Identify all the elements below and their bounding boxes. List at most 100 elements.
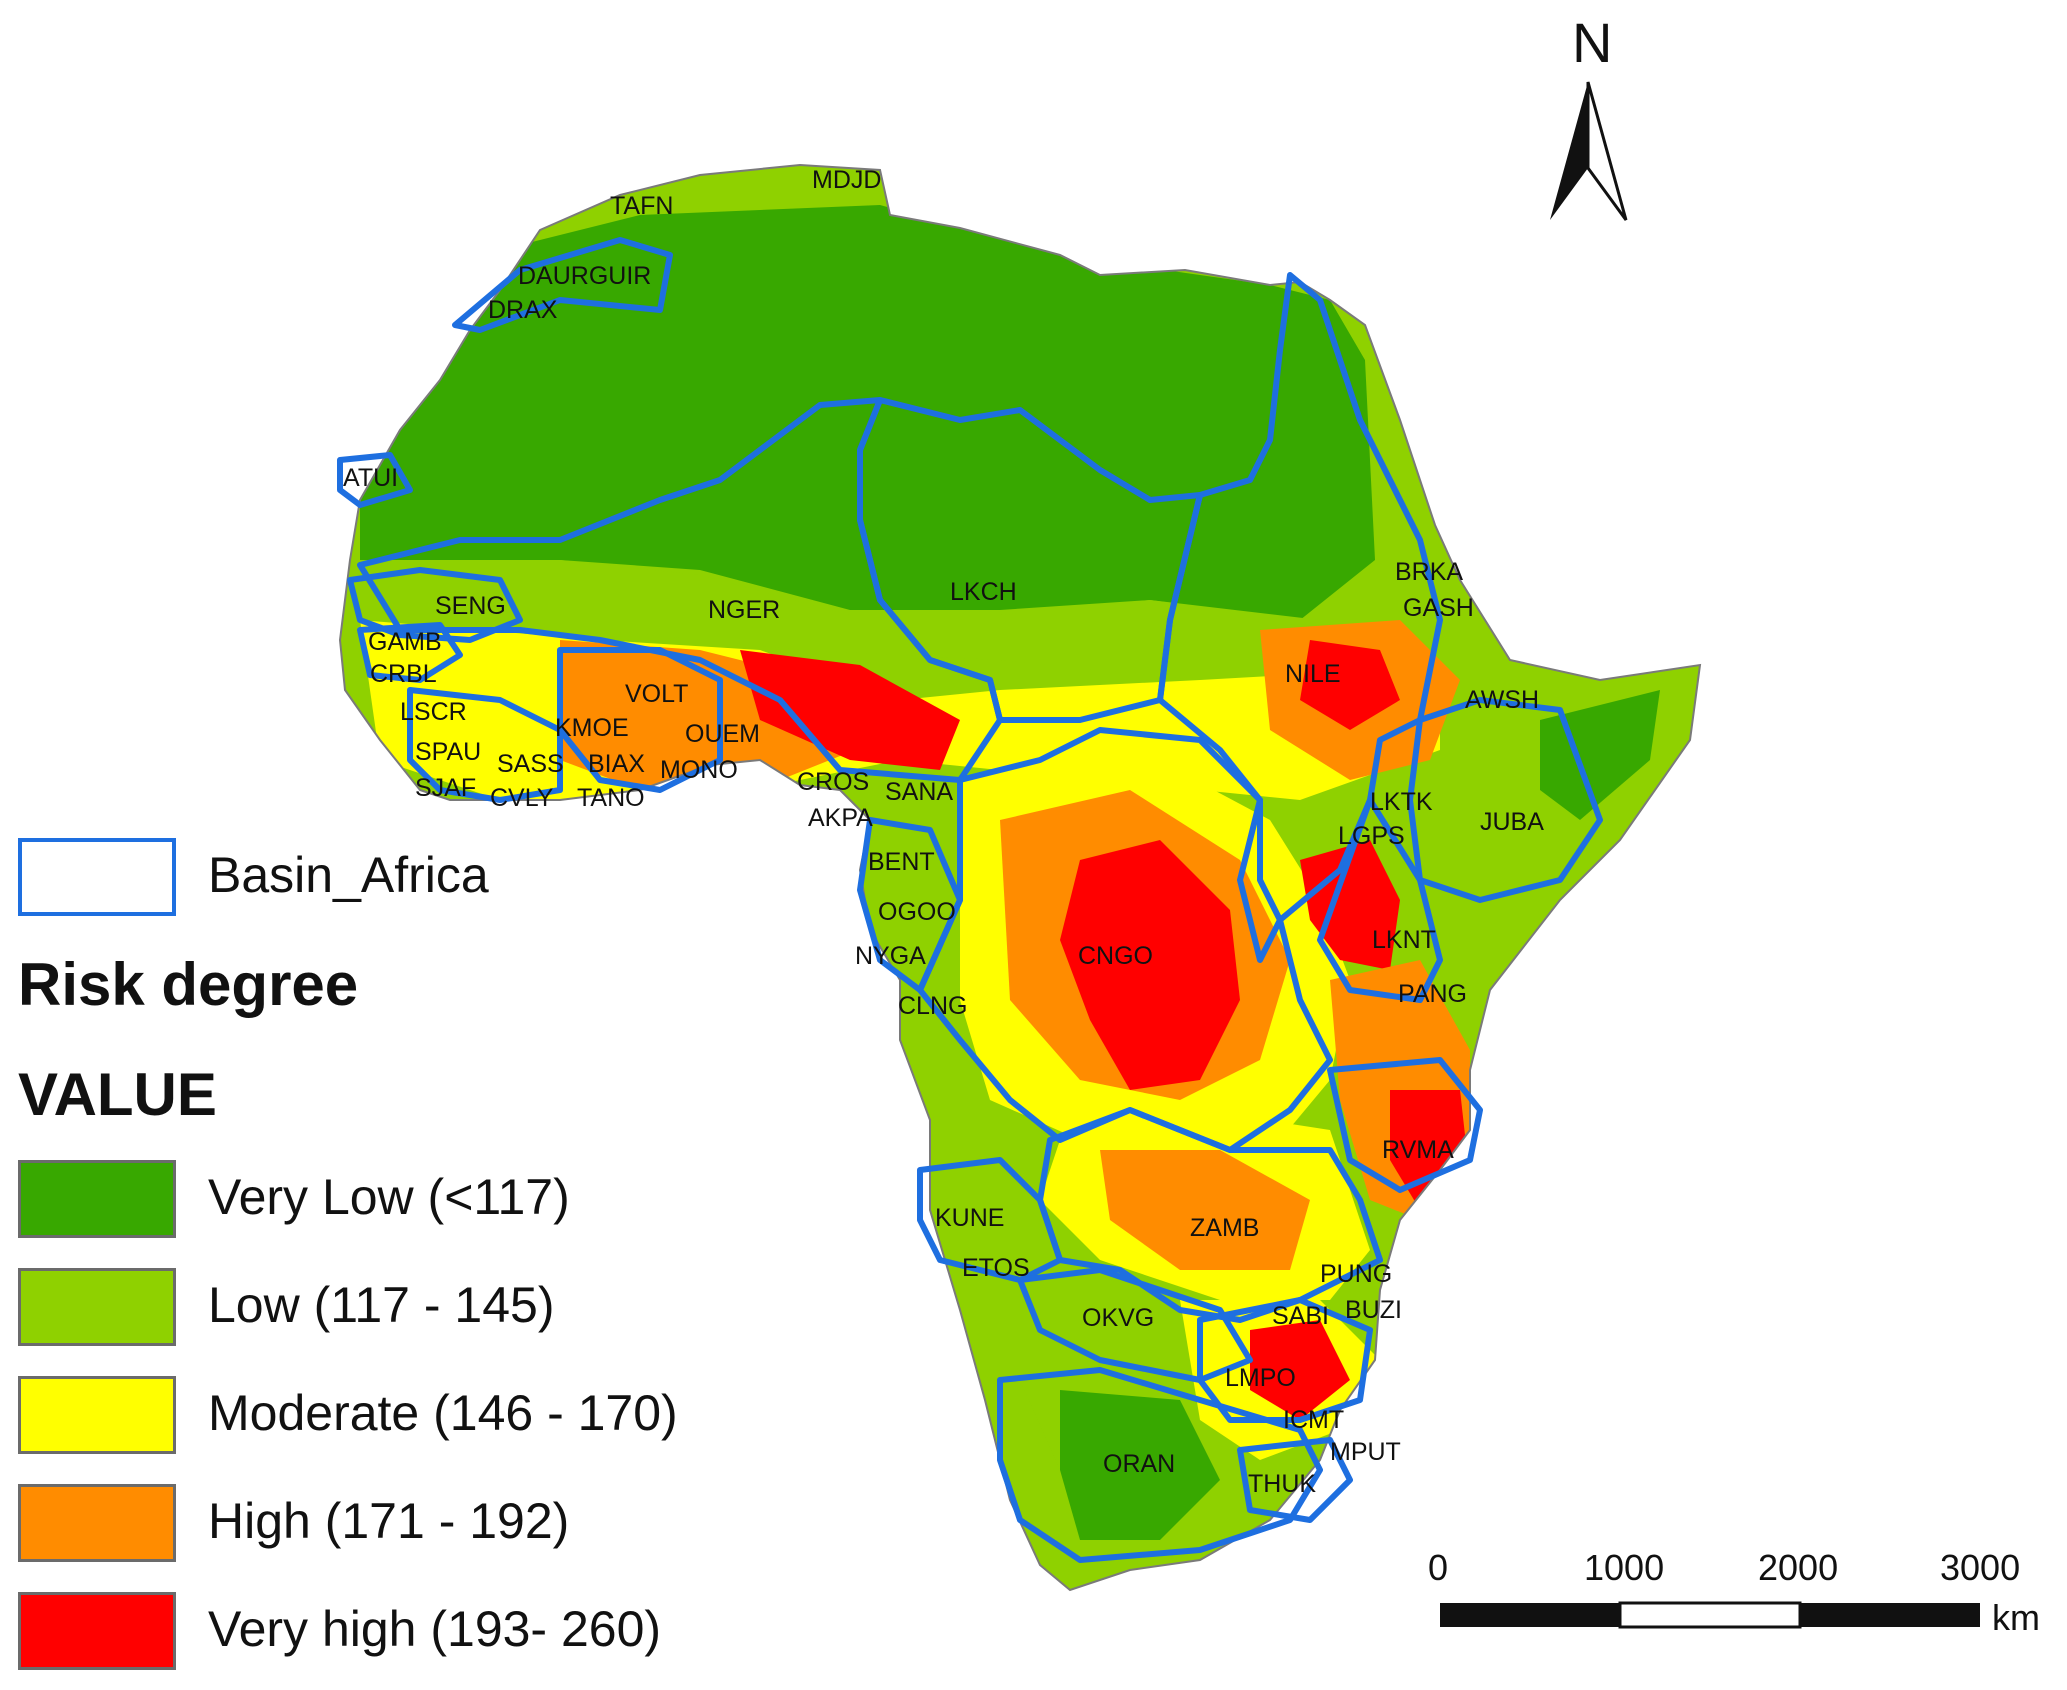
basin-label-nile: NILE [1285,660,1341,688]
basin-label-thuk: THUK [1248,1470,1316,1498]
legend-label-moderate: Moderate (146 - 170) [208,1385,678,1441]
basin-label-lktk: LKTK [1370,788,1433,816]
legend-row-very-high: Very high (193- 260) [18,1592,778,1674]
basin-outline-oran [997,1367,1323,1563]
very-low-swatch [18,1160,176,1238]
very-high-zone-nigeria [740,650,960,770]
basin-label-oran: ORAN [1103,1450,1175,1478]
basin-outline-nile [1157,272,1443,963]
legend-label-very-high: Very high (193- 260) [208,1601,662,1657]
legend-basin-label: Basin_Africa [208,847,489,903]
basin-label-mono: MONO [660,756,738,784]
basin-label-okvg: OKVG [1082,1304,1154,1332]
north-label: N [1572,11,1612,74]
basin-label-mdjd: MDJD [812,166,881,194]
basin-label-ouem: OUEM [685,720,760,748]
basin-label-nyga: NYGA [855,942,926,970]
basin-label-seng: SENG [435,592,506,620]
basin-label-lkch: LKCH [950,578,1017,606]
basin-outline-gamb [357,622,463,683]
basin-label-akpa: AKPA [808,804,873,832]
basin-outline-lkch [857,397,1203,723]
legend-row-very-low: Very Low (<117) [18,1160,778,1242]
basin-outline-cngo [917,727,1333,1153]
scale-seg-2 [1800,1603,1980,1627]
north-arrow: N [1550,11,1628,221]
basin-label-etos: ETOS [962,1254,1030,1282]
legend-row-moderate: Moderate (146 - 170) [18,1376,778,1458]
very-low-zone-horn [1540,690,1660,820]
north-arrow-left-half [1550,82,1588,220]
legend-row-high: High (171 - 192) [18,1484,778,1566]
basin-label-buzi: BUZI [1345,1296,1402,1324]
basin-label-sana: SANA [885,778,953,806]
basin-label-spau: SPAU [415,738,481,766]
basin-outline-atui [337,452,413,508]
basin-outline-drax [452,237,673,333]
basin-label-bent: BENT [868,848,935,876]
scale-seg-1 [1618,1601,1802,1629]
basin-outline-okvg [1017,1267,1253,1383]
basin-labels: MDJD TAFN DAURGUIR DRAX ATUI LKCH BRKA G… [343,166,1544,1498]
basin-label-lknt: LKNT [1372,926,1436,954]
moderate-swatch [18,1376,176,1454]
legend-row-low: Low (117 - 145) [18,1268,778,1350]
legend-label-high: High (171 - 192) [208,1493,570,1549]
basin-outline-lmpo [1197,1297,1373,1423]
basin-label-cngo: CNGO [1078,942,1153,970]
map-legend: Basin_Africa Risk degree VALUE Very Low … [18,838,778,1688]
basin-outline-rvma [1327,1057,1483,1193]
basin-label-gash: GASH [1403,594,1474,622]
very-low-zone-south [1060,1390,1220,1540]
basin-outline-thuk [1237,1437,1353,1523]
basin-label-cros: CROS [797,768,869,796]
basin-label-sass: SASS [497,750,564,778]
legend-title: Risk degree [18,951,359,1018]
high-swatch [18,1484,176,1562]
scale-tick-0: 0 [1428,1547,1448,1588]
basin-label-sabi: SABI [1272,1302,1329,1330]
basin-label-sjaf: SJAF [415,774,476,802]
low-swatch [18,1268,176,1346]
basin-outline-westcoast [407,687,563,803]
basin-label-awsh: AWSH [1465,686,1539,714]
basin-label-rvma: RVMA [1382,1136,1454,1164]
very-high-zone-east [1300,840,1400,970]
very-high-zone-south [1250,1320,1350,1420]
basin-label-lgps: LGPS [1338,822,1405,850]
basin-label-kune: KUNE [935,1204,1004,1232]
basin-label-clng: CLNG [898,992,967,1020]
basin-label-lmpo: LMPO [1225,1364,1296,1392]
basin-label-zamb: ZAMB [1190,1214,1259,1242]
very-high-zone-congo [1060,840,1240,1090]
scale-unit: km [1992,1597,2040,1638]
basin-label-icmt: ICMT [1283,1406,1344,1434]
basin-outline-kune [917,1157,1063,1283]
basin-label-gamb: GAMB [368,628,442,656]
basin-label-kmoe: KMOE [555,714,629,742]
basin-label-volt: VOLT [625,680,688,708]
basin-label-biax: BIAX [588,750,645,778]
basin-outline-swatch [18,838,176,916]
basin-label-tafn: TAFN [610,192,673,220]
basin-label-juba: JUBA [1480,808,1544,836]
scale-tick-2000: 2000 [1758,1547,1838,1588]
basin-outline-ogooue [857,817,963,993]
basin-label-pang: PANG [1398,980,1467,1008]
basin-outlines [337,237,1603,1563]
basin-outline-volta [557,647,723,793]
scale-bar: 0 1000 2000 3000 km [1428,1547,2040,1638]
very-high-zone-ethiopia [1300,640,1400,730]
basin-label-tano: TANO [577,784,645,812]
basin-outline-juba [1407,697,1603,903]
legend-subtitle: VALUE [18,1061,217,1128]
basin-label-atui: ATUI [343,464,398,492]
basin-outline-rift [1317,797,1443,1003]
basin-label-lscr: LSCR [400,698,467,726]
scale-tick-3000: 3000 [1940,1547,2020,1588]
basin-label-crbl: CRBL [370,660,437,688]
scale-tick-1000: 1000 [1584,1547,1664,1588]
north-arrow-right-half [1586,81,1628,221]
basin-label-mput: MPUT [1330,1438,1401,1466]
